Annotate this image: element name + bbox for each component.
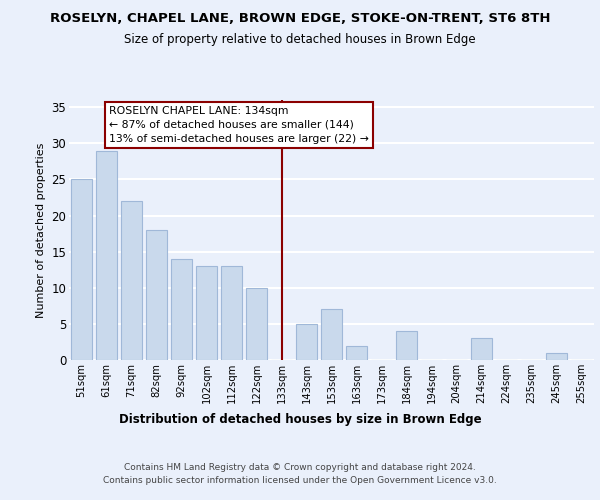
Text: Size of property relative to detached houses in Brown Edge: Size of property relative to detached ho… [124,32,476,46]
Bar [121,201,142,360]
Bar [146,230,167,360]
Text: Contains public sector information licensed under the Open Government Licence v3: Contains public sector information licen… [103,476,497,485]
Bar [346,346,367,360]
Bar [546,353,567,360]
Bar [71,180,92,360]
Bar [96,150,117,360]
Text: Distribution of detached houses by size in Brown Edge: Distribution of detached houses by size … [119,412,481,426]
Text: ROSELYN CHAPEL LANE: 134sqm
← 87% of detached houses are smaller (144)
13% of se: ROSELYN CHAPEL LANE: 134sqm ← 87% of det… [109,106,369,144]
Bar [321,310,342,360]
Text: ROSELYN, CHAPEL LANE, BROWN EDGE, STOKE-ON-TRENT, ST6 8TH: ROSELYN, CHAPEL LANE, BROWN EDGE, STOKE-… [50,12,550,26]
Bar [246,288,267,360]
Bar [296,324,317,360]
Bar [196,266,217,360]
Bar [171,259,192,360]
Text: Contains HM Land Registry data © Crown copyright and database right 2024.: Contains HM Land Registry data © Crown c… [124,462,476,471]
Bar [221,266,242,360]
Bar [471,338,492,360]
Bar [396,331,417,360]
Y-axis label: Number of detached properties: Number of detached properties [36,142,46,318]
